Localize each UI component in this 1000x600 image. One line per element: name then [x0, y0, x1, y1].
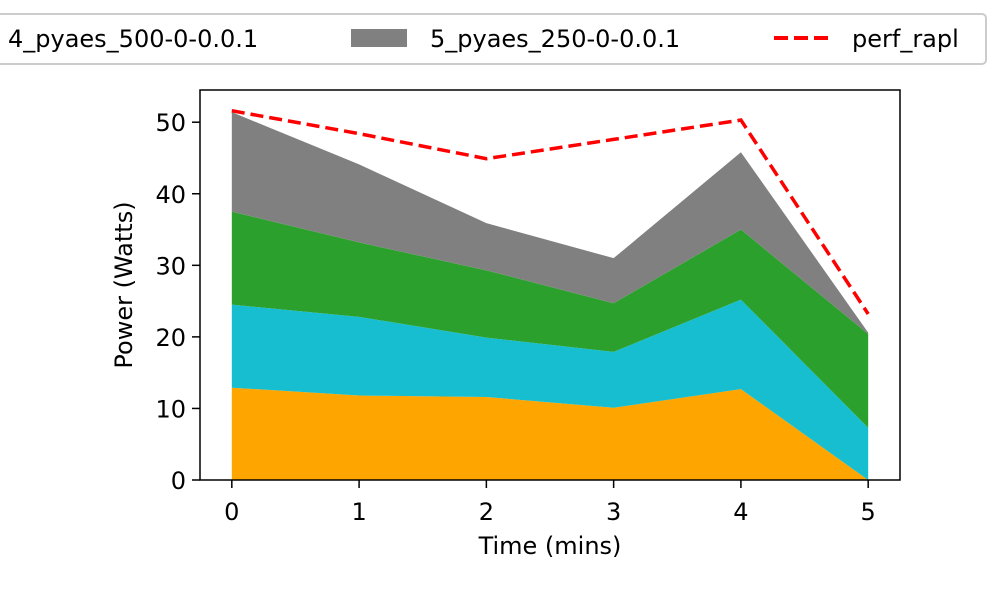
- y-tick-label: 0: [171, 467, 186, 495]
- legend-frame: [0, 13, 987, 65]
- x-axis-title: Time (mins): [478, 532, 622, 560]
- area-series-2: [231, 299, 869, 480]
- x-tick-label: 3: [606, 498, 621, 526]
- area-series-3: [231, 211, 869, 428]
- y-tick-label: 30: [155, 252, 186, 280]
- line-perf-rapl: [231, 109, 870, 315]
- y-tick-label: 40: [155, 181, 186, 209]
- x-tick-label: 1: [351, 498, 366, 526]
- line-series: [231, 109, 870, 315]
- legend-label-2: 5_pyaes_250-0-0.0.1: [430, 25, 680, 53]
- legend: 4_pyaes_500-0-0.0.1 5_pyaes_250-0-0.0.1 …: [0, 13, 987, 65]
- legend-label-3: perf_rapl: [852, 25, 959, 53]
- plot-frame: [199, 89, 901, 481]
- area-series-1: [231, 387, 869, 480]
- legend-swatch-gray: [351, 29, 407, 47]
- stacked-areas: [231, 112, 869, 480]
- area-series-4: [231, 112, 869, 335]
- x-tick-label: 0: [224, 498, 239, 526]
- y-axis-title: Power (Watts): [110, 201, 138, 368]
- y-tick-label: 20: [155, 324, 186, 352]
- x-axis-ticks: 0 1 2 3 4 5: [224, 480, 876, 526]
- y-tick-label: 10: [155, 395, 186, 423]
- x-tick-label: 4: [733, 498, 748, 526]
- legend-label-1: 4_pyaes_500-0-0.0.1: [8, 25, 258, 53]
- x-tick-label: 5: [861, 498, 876, 526]
- plot-area: 0 1 2 3 4 5 0 10 20 30 40 50: [155, 89, 901, 526]
- y-axis-ticks: 0 10 20 30 40 50: [155, 109, 200, 495]
- x-tick-label: 2: [479, 498, 494, 526]
- y-tick-label: 50: [155, 109, 186, 137]
